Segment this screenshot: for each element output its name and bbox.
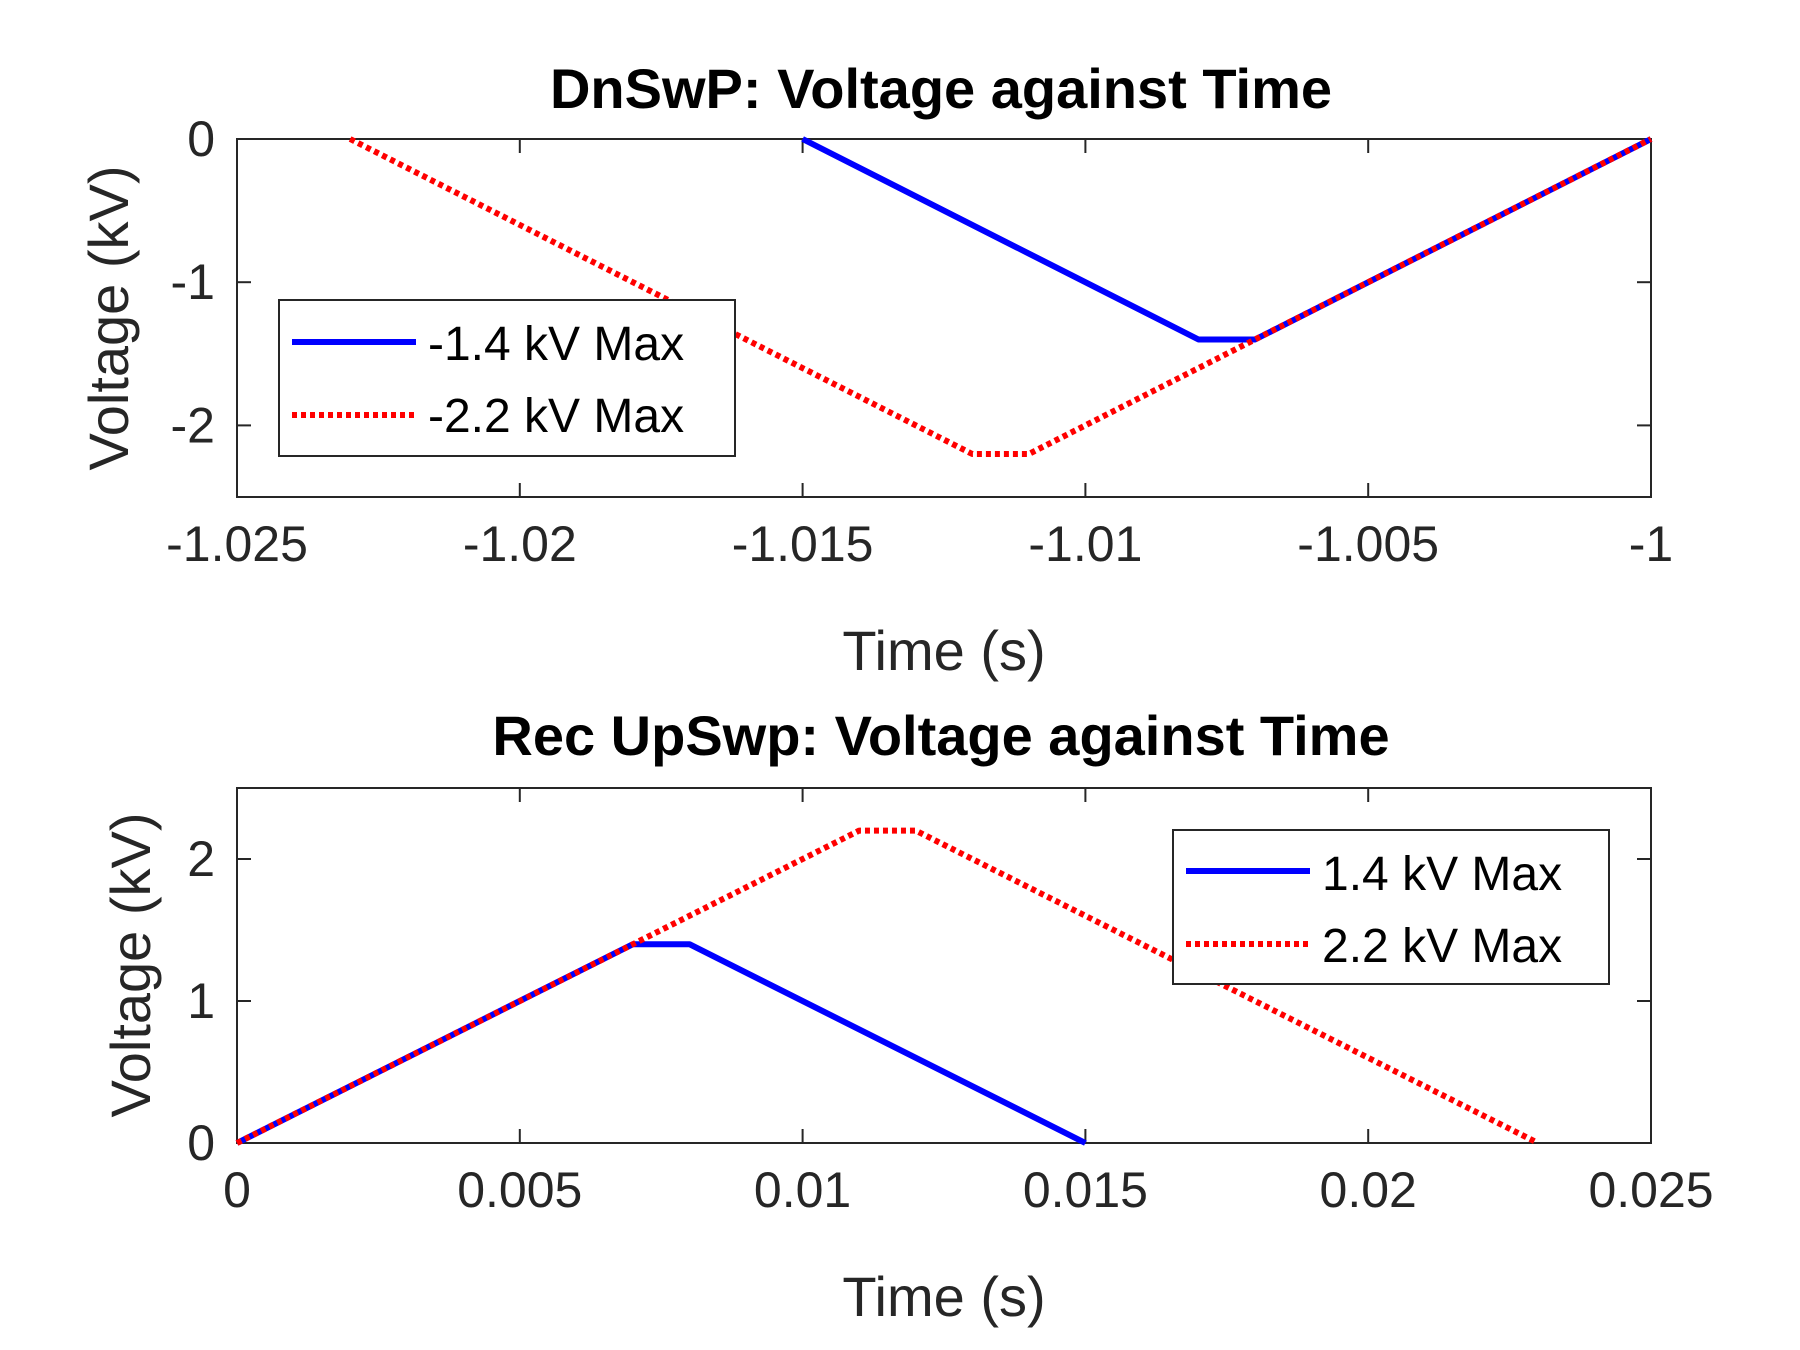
legend: 1.4 kV Max 2.2 kV Max — [1172, 829, 1610, 985]
x-tick-label: -1.005 — [1297, 516, 1439, 572]
legend-label-1-4-kv-max: -1.4 kV Max — [428, 318, 684, 371]
tick-marks — [236, 788, 1652, 1144]
series-line-2-2-kv-max — [348, 136, 1653, 457]
y-tick-label: -2 — [171, 397, 215, 453]
x-tick-label: -1 — [1629, 516, 1673, 572]
y-tick-label: 0 — [187, 1115, 215, 1171]
x-axis-label: Time (s) — [842, 619, 1045, 682]
legend-label-2-2-kv-max: 2.2 kV Max — [1322, 920, 1562, 973]
y-tick-label: 2 — [187, 831, 215, 887]
x-tick-label: -1.015 — [732, 516, 874, 572]
x-tick-label: -1.01 — [1028, 516, 1142, 572]
series-line-1-4-kv-max — [801, 136, 1653, 343]
x-tick-label: 0.02 — [1320, 1162, 1417, 1218]
series-line-2-2-kv-max — [235, 827, 1540, 1146]
x-tick-labels: 0 0.005 0.01 0.015 0.02 0.025 — [223, 1162, 1713, 1218]
x-tick-label: 0 — [223, 1162, 251, 1218]
y-tick-labels: 0 -1 -2 — [171, 111, 215, 453]
legend: -1.4 kV Max -2.2 kV Max — [278, 299, 736, 457]
y-tick-labels: 0 1 2 — [187, 831, 215, 1171]
series-lines — [348, 136, 1653, 457]
x-tick-label: 0.01 — [754, 1162, 851, 1218]
x-tick-label: -1.025 — [166, 516, 308, 572]
chart-rec-upswp: Rec UpSwp: Voltage against Time 0 0.005 0.… — [99, 704, 1714, 1328]
y-axis-label: Voltage (kV) — [99, 812, 162, 1117]
x-tick-labels: -1.025 -1.02 -1.015 -1.01 -1.005 -1 — [166, 516, 1673, 572]
y-tick-label: -1 — [171, 254, 215, 310]
chart-title: DnSwP: Voltage against Time — [550, 57, 1332, 120]
legend-label-1-4-kv-max: 1.4 kV Max — [1322, 848, 1562, 901]
x-tick-label: 0.015 — [1023, 1162, 1148, 1218]
legend-box — [1172, 829, 1610, 985]
y-axis-label: Voltage (kV) — [77, 165, 140, 470]
x-tick-label: -1.02 — [463, 516, 577, 572]
y-tick-label: 1 — [187, 973, 215, 1029]
legend-box — [278, 299, 736, 457]
y-tick-label: 0 — [187, 111, 215, 167]
x-tick-label: 0.025 — [1588, 1162, 1713, 1218]
chart-dnswp: DnSwP: Voltage against Time -1.025 -1.02-… — [77, 57, 1673, 682]
legend-label-2-2-kv-max: -2.2 kV Max — [428, 390, 684, 443]
x-axis-label: Time (s) — [842, 1265, 1045, 1328]
chart-title: Rec UpSwp: Voltage against Time — [492, 704, 1389, 767]
series-lines — [235, 827, 1540, 1146]
x-tick-label: 0.005 — [457, 1162, 582, 1218]
series-line-1-4-kv-max — [235, 941, 1087, 1146]
